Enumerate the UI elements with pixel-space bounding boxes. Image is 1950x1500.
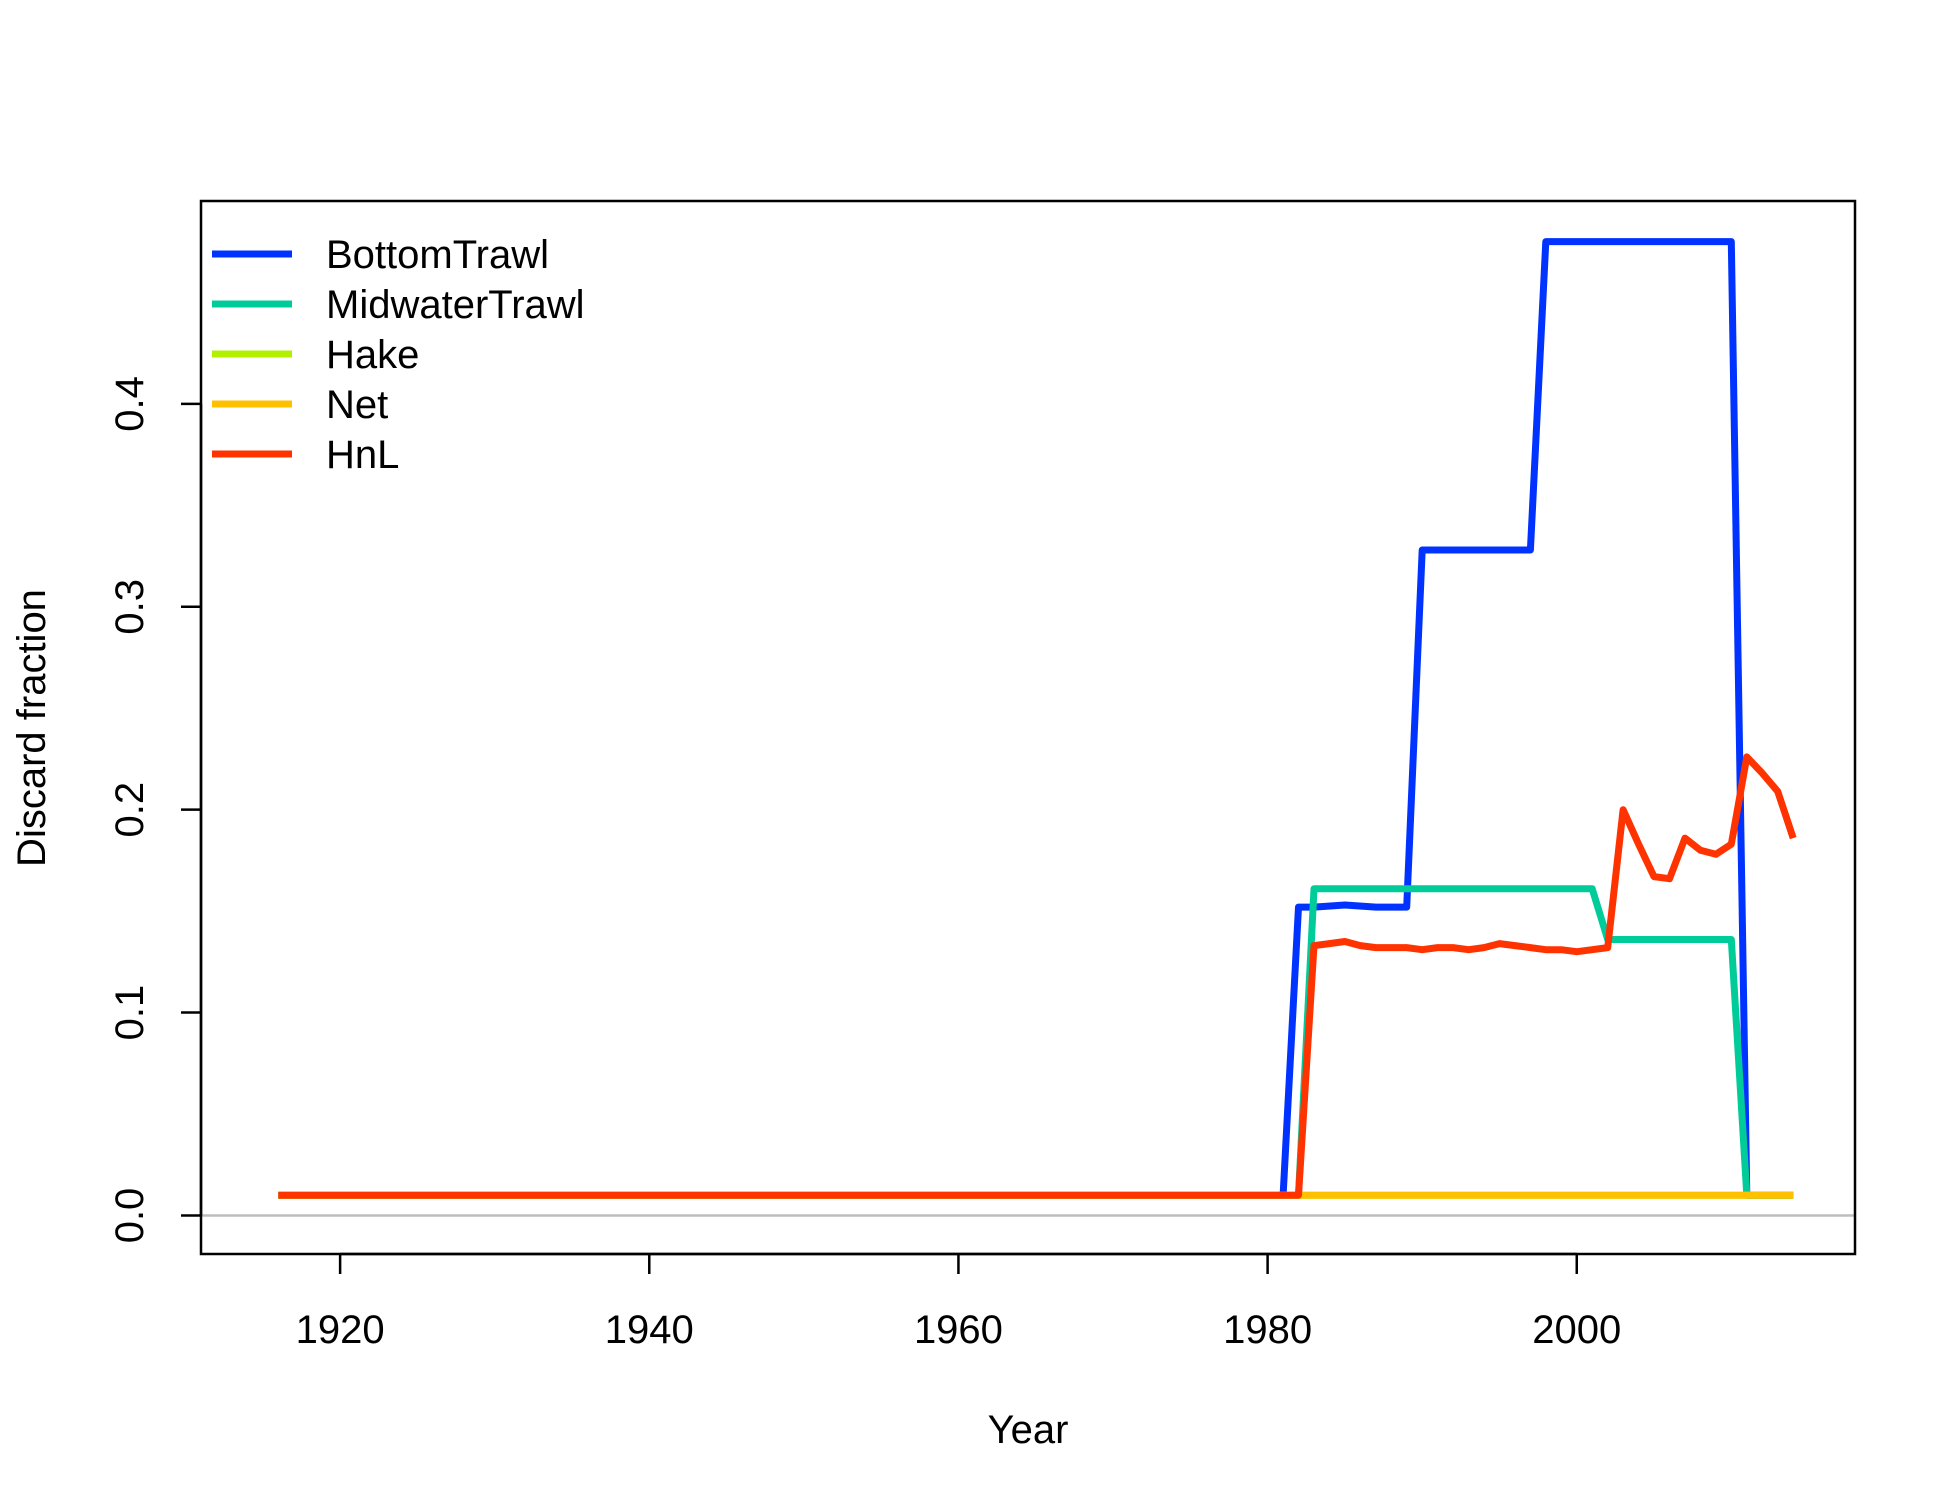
legend-label: Hake xyxy=(326,333,419,377)
y-tick-label: 0.3 xyxy=(108,579,152,635)
y-axis: 0.0 0.1 0.2 0.3 0.4 xyxy=(108,376,203,1244)
x-tick-label: 1940 xyxy=(605,1308,694,1352)
y-tick-label: 0.4 xyxy=(108,376,152,432)
y-axis-title: Discard fraction xyxy=(10,589,54,867)
y-tick-label: 0.0 xyxy=(108,1188,152,1244)
legend-label: HnL xyxy=(326,433,399,477)
x-tick-label: 1920 xyxy=(296,1308,385,1352)
legend-label: Net xyxy=(326,383,388,427)
x-axis-title: Year xyxy=(988,1408,1069,1452)
x-axis: 1920 1940 1960 1980 2000 xyxy=(296,1252,1621,1352)
x-tick-label: 2000 xyxy=(1532,1308,1621,1352)
y-tick-label: 0.1 xyxy=(108,985,152,1041)
series-line-bottomtrawl xyxy=(278,238,1794,1199)
series-line-hnl xyxy=(278,753,1797,1199)
series-layer xyxy=(278,238,1797,1199)
y-tick-label: 0.2 xyxy=(108,782,152,838)
legend-label: MidwaterTrawl xyxy=(326,283,585,327)
x-tick-label: 1980 xyxy=(1223,1308,1312,1352)
x-tick-label: 1960 xyxy=(914,1308,1003,1352)
legend-label: BottomTrawl xyxy=(326,233,549,277)
legend: BottomTrawl MidwaterTrawl Hake Net HnL xyxy=(212,233,585,477)
